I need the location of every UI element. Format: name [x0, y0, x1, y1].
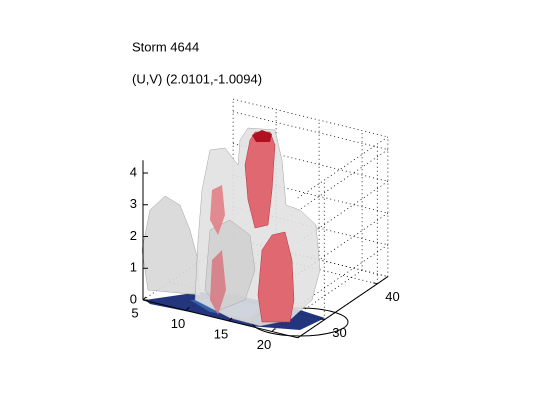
box-edge	[233, 98, 388, 138]
z-tick-label: 0	[130, 291, 137, 306]
z-tick-label: 1	[130, 260, 137, 275]
y-tick-label: 40	[385, 289, 399, 304]
x-tick-label: 5	[131, 305, 138, 320]
grid-line	[233, 111, 388, 150]
grid	[142, 98, 389, 339]
red-surface	[210, 185, 225, 235]
y-tick	[373, 282, 378, 285]
x-tick	[228, 317, 233, 322]
grid-line	[233, 143, 388, 182]
x-tick-label: 10	[171, 316, 185, 331]
z-tick-label: 3	[130, 196, 137, 211]
red-surface	[210, 250, 226, 315]
red-surface	[257, 231, 295, 323]
x-tick	[185, 307, 190, 311]
chart-title: Storm 4644	[132, 39, 199, 54]
axes: 0 1 2 3 4 5 10 15 20 30 40	[130, 160, 400, 352]
x-tick	[271, 328, 276, 332]
chart-subtitle: (U,V) (2.0101,-1.0094)	[132, 71, 262, 86]
z-tick-label: 2	[130, 228, 137, 243]
red-surface	[252, 130, 272, 142]
grid-line	[233, 174, 388, 214]
x-tick-label: 20	[257, 337, 271, 352]
y-axis	[297, 276, 389, 339]
isosurfaces	[141, 127, 321, 327]
z-tick-label: 4	[130, 164, 137, 179]
x-tick-label: 15	[214, 326, 228, 341]
grid-line	[233, 206, 388, 246]
grid-line	[222, 245, 378, 285]
x-tick	[142, 296, 147, 301]
y-tick	[320, 318, 325, 321]
y-tick-label: 30	[332, 325, 346, 340]
